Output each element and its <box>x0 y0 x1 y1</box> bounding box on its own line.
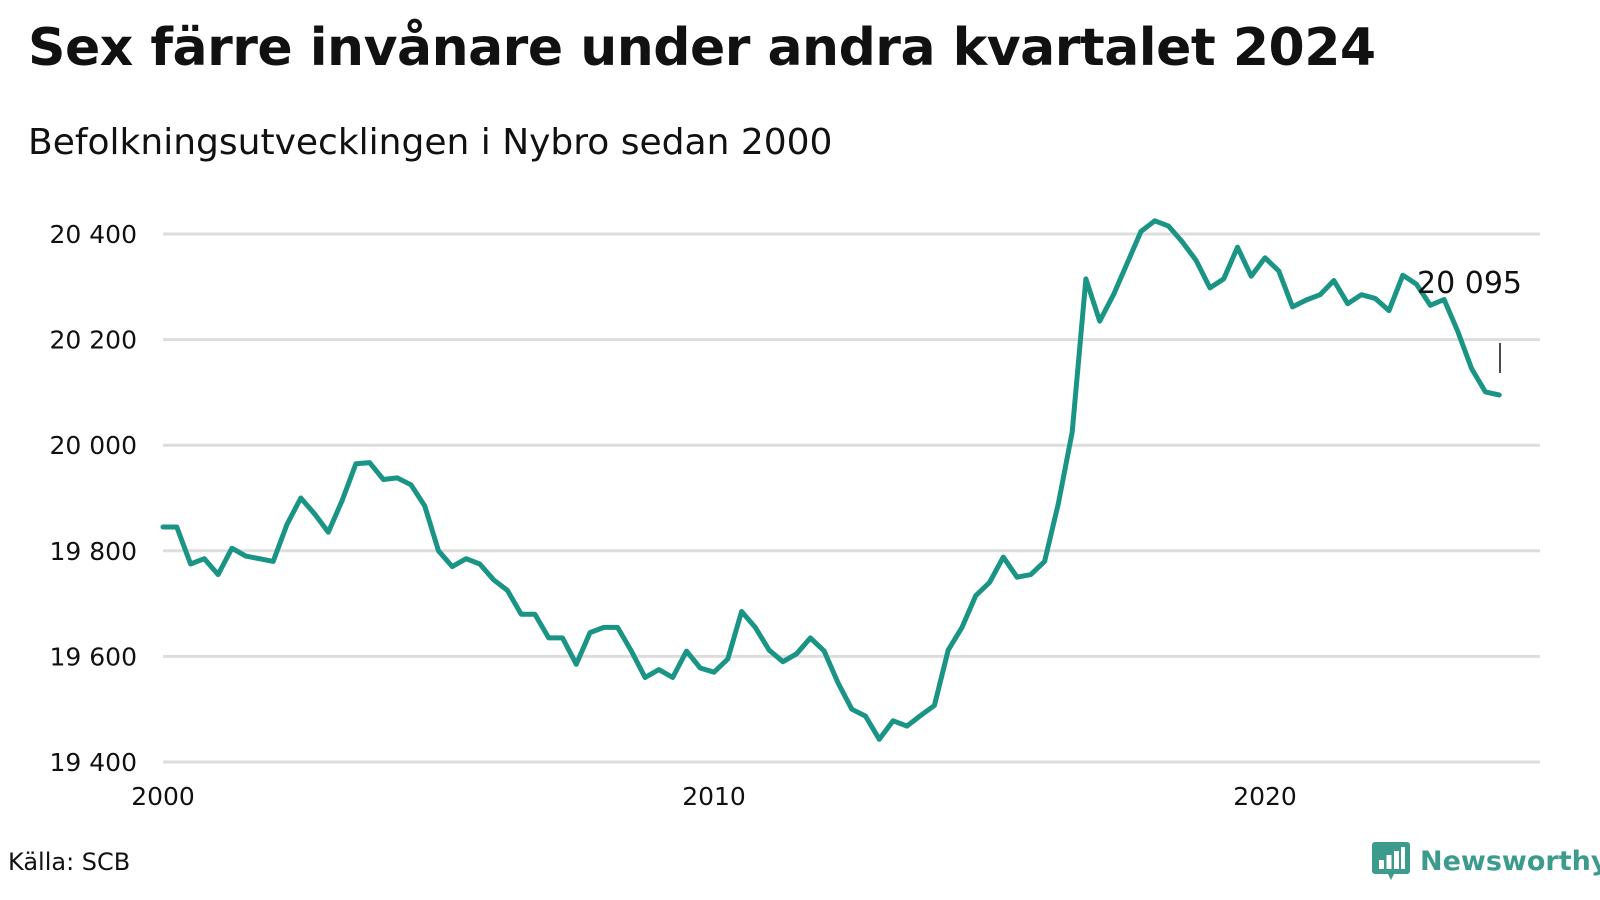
annotation-group: 20 095 <box>1417 266 1522 373</box>
x-tick-label: 2000 <box>131 782 195 811</box>
y-tick-label: 20 400 <box>50 220 137 249</box>
y-tick-label: 19 400 <box>50 748 137 777</box>
source-note: Källa: SCB <box>8 848 131 876</box>
y-tick-label: 19 800 <box>50 537 137 566</box>
brand-logo: Newsworthy <box>1372 840 1600 882</box>
x-axis-labels: 2000 2010 2020 <box>131 782 1297 811</box>
series-line <box>160 218 1502 742</box>
y-axis-labels: 19 400 19 600 19 800 20 000 20 200 20 400 <box>50 220 137 777</box>
end-value-label: 20 095 <box>1417 266 1522 301</box>
x-tick-label: 2020 <box>1233 782 1297 811</box>
chart-title: Sex färre invånare under andra kvartalet… <box>28 18 1376 78</box>
x-tick-label: 2010 <box>682 782 746 811</box>
bar-chart-icon <box>1372 842 1410 880</box>
series-group <box>160 218 1502 742</box>
grid-lines <box>163 232 1540 764</box>
brand-name: Newsworthy <box>1420 845 1600 877</box>
y-tick-label: 20 000 <box>50 431 137 460</box>
y-tick-label: 20 200 <box>50 326 137 355</box>
y-tick-label: 19 600 <box>50 642 137 671</box>
chart-subtitle: Befolkningsutvecklingen i Nybro sedan 20… <box>28 122 833 163</box>
